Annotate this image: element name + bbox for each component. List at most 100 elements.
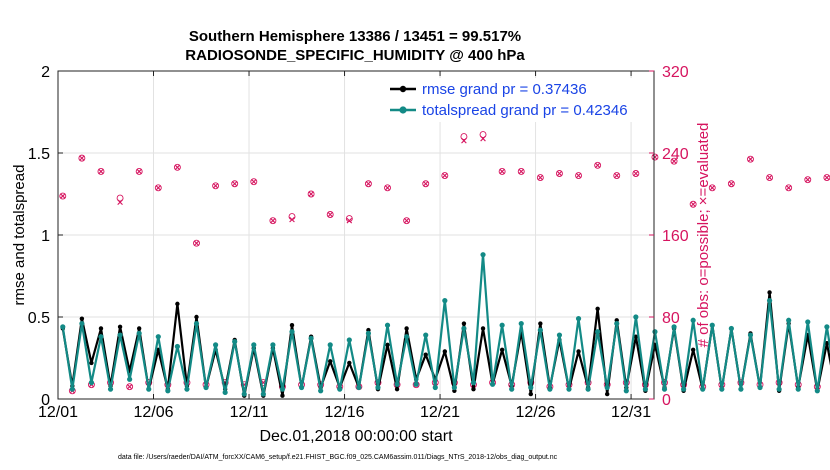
obs-possible-point: [173, 163, 181, 171]
rmse-point: [461, 321, 467, 326]
obs-evaluated-point: [461, 137, 467, 144]
obs-evaluated-point: [652, 154, 658, 160]
totalspread-point: [79, 320, 85, 327]
totalspread-point: [184, 386, 190, 392]
obs-evaluated-point: [785, 185, 792, 191]
rmse-point: [442, 349, 448, 354]
obs-possible-point: [345, 215, 353, 223]
y-left-tick-label: 0.5: [28, 310, 50, 327]
totalspread-point: [642, 386, 649, 392]
obs-possible-point: [193, 239, 200, 247]
totalspread-point: [279, 386, 286, 392]
obs-evaluated-point: [117, 199, 123, 205]
rmse-point: [98, 326, 104, 331]
x-tick-label: 12/01: [38, 404, 78, 421]
obs-possible-point: [250, 178, 258, 186]
rmse-point: [528, 391, 533, 397]
rmse-point: [499, 347, 505, 352]
obs-possible-point: [555, 170, 563, 177]
totalspread-point: [595, 329, 601, 335]
obs-possible-point: [689, 200, 697, 208]
totalspread-point: [69, 386, 75, 392]
axis-ticks: 12/01 12/06 12/11 12/16 12/21 12/26 12/31 0 0.5 1…: [28, 64, 689, 421]
y-left-tick-label: 1.5: [28, 146, 50, 163]
totalspread-point: [795, 386, 801, 392]
obs-evaluated-point: [575, 172, 582, 179]
rmse-point: [538, 321, 543, 326]
obs-evaluated-point: [804, 176, 811, 183]
obs-evaluated-point: [384, 185, 391, 191]
totalspread-point: [661, 386, 668, 392]
totalspread-point: [719, 386, 725, 392]
y-right-tick-label: 80: [662, 310, 680, 327]
obs-evaluated-point: [518, 168, 525, 175]
rmse-point: [690, 347, 696, 352]
rmse-point: [394, 386, 400, 392]
obs-possible-point: [536, 174, 544, 182]
totalspread-point: [805, 319, 811, 325]
obs-evaluated-point: [174, 164, 181, 171]
totalspread-point: [318, 388, 324, 394]
totalspread-point: [747, 332, 754, 338]
totalspread-point: [604, 384, 610, 391]
obs-possible-point: [575, 172, 582, 180]
y-left-tick-label: 1: [41, 228, 50, 245]
obs-evaluated-point: [747, 156, 754, 162]
obs-evaluated-point: [155, 185, 162, 191]
totalspread-point: [136, 330, 142, 336]
obs-possible-point: [594, 161, 602, 169]
totalspread-point: [786, 317, 792, 323]
y-right-tick-label: 0: [662, 392, 671, 409]
totalspread-point: [203, 384, 209, 391]
rmse-point: [117, 324, 123, 330]
totalspread-point: [814, 388, 820, 394]
obs-possible-point: [613, 172, 621, 180]
totalspread-point: [709, 322, 715, 328]
y-left-tick-label: 2: [41, 64, 50, 81]
rmse-point: [136, 326, 142, 331]
rmse-point: [328, 359, 333, 364]
totalspread-point: [260, 391, 266, 397]
totalspread-point: [442, 298, 448, 304]
obs-evaluated-point: [346, 217, 353, 224]
totalspread-point: [432, 384, 438, 391]
totalspread-point: [766, 298, 773, 304]
chart-title: Southern Hemisphere 13386 / 13451 = 99.5…: [189, 28, 521, 45]
totalspread-point: [585, 386, 591, 392]
obs-possible-point: [632, 170, 640, 177]
obs-evaluated-point: [79, 155, 85, 161]
rmse-point: [194, 314, 199, 320]
totalspread-point: [394, 381, 400, 387]
totalspread-point: [384, 322, 391, 328]
totalspread-point: [824, 324, 830, 330]
totalspread-point: [423, 332, 429, 338]
totalspread-point: [700, 386, 706, 392]
totalspread-point: [451, 384, 457, 391]
obs-evaluated-point: [556, 170, 563, 177]
obs-possible-point: [135, 167, 143, 175]
totalspread-point: [308, 335, 314, 341]
obs-possible-point: [78, 154, 86, 162]
x-tick-label: 12/26: [516, 404, 556, 421]
x-tick-label: 12/21: [420, 404, 460, 421]
obs-possible-point: [708, 184, 716, 192]
obs-evaluated-point: [126, 383, 133, 390]
obs-evaluated-point: [709, 185, 716, 191]
obs-possible-point: [326, 211, 334, 218]
obs-possible-point: [59, 192, 67, 200]
legend-spread-label: totalspread grand pr = 0.42346: [422, 102, 628, 119]
obs-evaluated-point: [98, 168, 104, 175]
totalspread-point: [623, 388, 629, 394]
totalspread-point: [499, 322, 505, 328]
totalspread-point: [241, 391, 247, 397]
totalspread-point: [528, 384, 534, 391]
rmse-point: [423, 352, 428, 357]
rmse-point: [347, 360, 352, 366]
obs-evaluated-point: [499, 168, 505, 175]
x-tick-label: 12/06: [133, 404, 173, 421]
legend: rmse grand pr = 0.37436 totalspread gran…: [386, 78, 644, 122]
obs-possible-point: [785, 184, 793, 192]
x-axis-label: Dec.01,2018 00:00:00 start: [259, 428, 453, 445]
totalspread-point: [222, 389, 228, 396]
